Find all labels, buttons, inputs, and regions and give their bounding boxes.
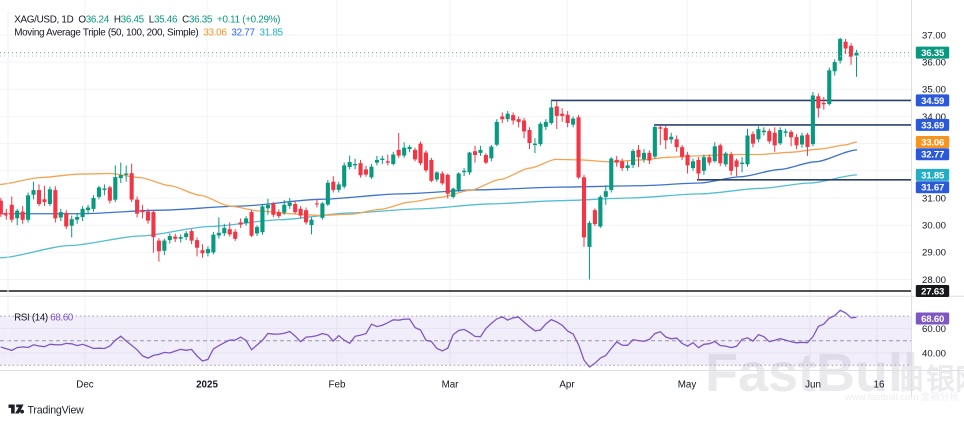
svg-text:68.60: 68.60 <box>921 314 944 325</box>
svg-text:35.00: 35.00 <box>922 85 946 96</box>
svg-text:2025: 2025 <box>196 379 218 390</box>
svg-text:33.06: 33.06 <box>921 137 944 148</box>
svg-text:27.63: 27.63 <box>921 286 944 297</box>
svg-text:日银网: 日银网 <box>897 363 964 396</box>
svg-text:Mar: Mar <box>442 379 460 390</box>
svg-text:36.00: 36.00 <box>922 58 946 69</box>
svg-text:XAG/USD, 1D O36.24 H36.45 L: XAG/USD, 1D O36.24 H36.45 L35.46 C36.35 … <box>14 15 280 26</box>
svg-text:33.69: 33.69 <box>921 120 944 131</box>
svg-text:31.67: 31.67 <box>921 183 944 194</box>
svg-text:Jun: Jun <box>805 379 821 390</box>
svg-text:31.85: 31.85 <box>921 170 945 181</box>
svg-text:32.77: 32.77 <box>921 150 944 161</box>
svg-text:36.35: 36.35 <box>921 48 945 59</box>
svg-text:TradingView: TradingView <box>28 404 85 416</box>
svg-text:60.00: 60.00 <box>922 324 946 335</box>
svg-text:37.00: 37.00 <box>922 30 946 41</box>
svg-text:31.00: 31.00 <box>922 193 946 204</box>
svg-text:May: May <box>678 379 697 390</box>
svg-text:Dec: Dec <box>76 379 94 390</box>
svg-text:Apr: Apr <box>559 379 575 390</box>
svg-text:RSI (14) 68.60: RSI (14) 68.60 <box>14 313 74 324</box>
svg-text:16: 16 <box>874 379 885 390</box>
svg-text:30.00: 30.00 <box>922 221 946 232</box>
svg-text:28.00: 28.00 <box>922 275 946 286</box>
svg-text:34.59: 34.59 <box>921 96 944 107</box>
svg-text:40.00: 40.00 <box>922 348 946 359</box>
svg-text:34.00: 34.00 <box>922 112 946 123</box>
svg-text:Moving Average Triple (50, 100: Moving Average Triple (50, 100, 200, Sim… <box>14 27 283 38</box>
svg-text:FastBull: FastBull <box>705 343 918 403</box>
svg-text:Feb: Feb <box>329 379 346 390</box>
svg-text:29.00: 29.00 <box>922 248 946 259</box>
svg-text:www.fastbull.com 金融分析: www.fastbull.com 金融分析 <box>844 391 960 403</box>
